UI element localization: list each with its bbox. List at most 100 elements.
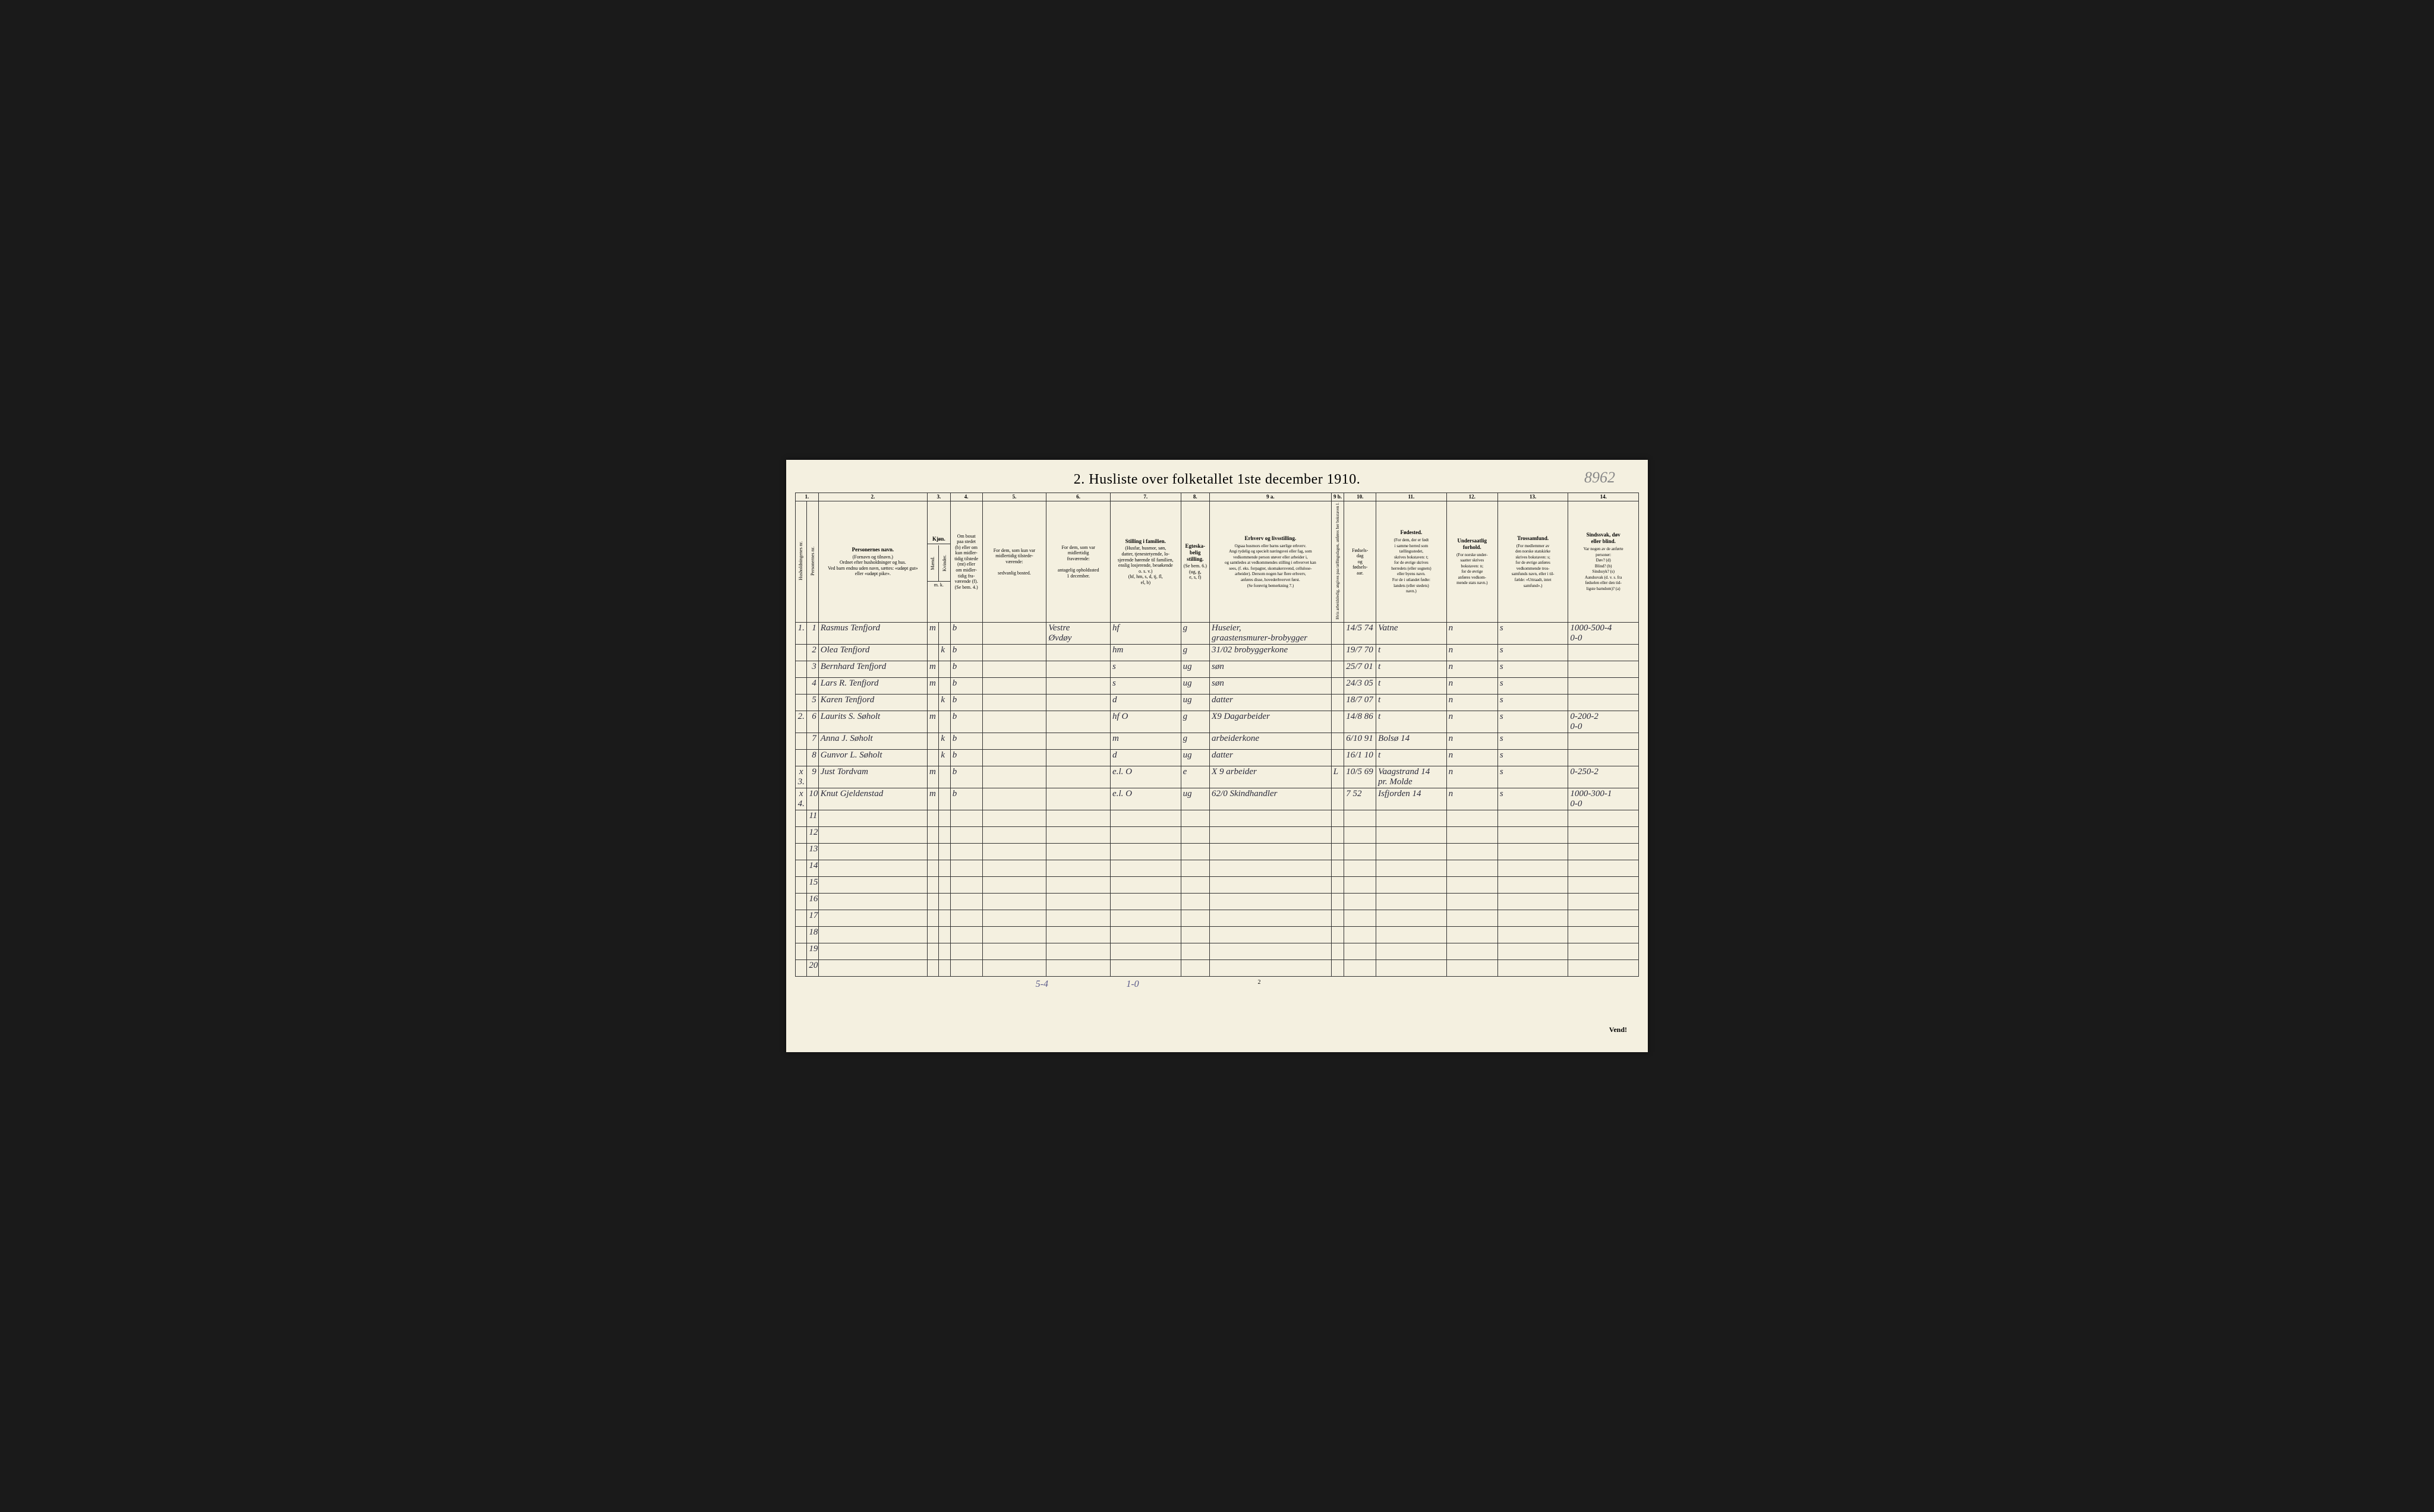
empty-cell <box>1376 810 1447 827</box>
header-occupation-sub: Ogsaa husmors eller barns særlige erhver… <box>1225 544 1316 588</box>
person-num: 3 <box>807 661 818 678</box>
empty-cell <box>950 860 982 877</box>
cell-unemployed: L <box>1331 766 1344 788</box>
header-person-nr: Personernes nr. <box>807 501 818 622</box>
cell-occupation: Huseier, graastensmurer-brobygger <box>1210 623 1332 645</box>
table-row-empty: 14 <box>796 860 1639 877</box>
cell-temp-present <box>982 678 1046 695</box>
cell-nationality: n <box>1446 645 1497 661</box>
empty-cell <box>1376 894 1447 910</box>
empty-cell <box>982 860 1046 877</box>
empty-cell <box>1344 844 1376 860</box>
cell-religion: s <box>1497 661 1568 678</box>
household-num: 2. <box>796 711 807 733</box>
cell-dob: 16/1 10 <box>1344 750 1376 766</box>
empty-cell <box>1446 810 1497 827</box>
cell-temp-absent <box>1046 678 1111 695</box>
empty-cell <box>1046 810 1111 827</box>
empty-cell <box>939 910 950 927</box>
empty-cell <box>818 844 927 860</box>
cell-occupation: arbeiderkone <box>1210 733 1332 750</box>
cell-temp-absent <box>1046 750 1111 766</box>
empty-cell <box>1568 894 1639 910</box>
cell-dob: 7 52 <box>1344 788 1376 810</box>
empty-cell <box>1210 910 1332 927</box>
empty-cell <box>1181 910 1209 927</box>
cell-marital: g <box>1181 645 1209 661</box>
cell-marital: ug <box>1181 661 1209 678</box>
cell-family-pos: d <box>1111 695 1181 711</box>
empty-cell <box>1181 927 1209 943</box>
empty-cell <box>939 943 950 960</box>
household-num <box>796 645 807 661</box>
cell-religion: s <box>1497 645 1568 661</box>
census-table: 1. 2. 3. 4. 5. 6. 7. 8. 9 a. 9 b. 10. 11… <box>795 493 1639 977</box>
cell-occupation: datter <box>1210 750 1332 766</box>
empty-cell <box>950 877 982 894</box>
empty-cell <box>1446 844 1497 860</box>
header-name: Personernes navn. (Fornavn og tilnavn.) … <box>818 501 927 622</box>
header-name-sub: (Fornavn og tilnavn.) Ordnet efter husho… <box>828 554 918 577</box>
empty-cell <box>1181 960 1209 977</box>
cell-occupation: X9 Dagarbeider <box>1210 711 1332 733</box>
cell-family-pos: e.l. O <box>1111 788 1181 810</box>
census-page: 2. Husliste over folketallet 1ste decemb… <box>786 460 1648 1052</box>
cell-temp-present <box>982 623 1046 645</box>
empty-cell <box>818 810 927 827</box>
empty-cell <box>1446 943 1497 960</box>
cell-religion: s <box>1497 750 1568 766</box>
empty-cell <box>1210 927 1332 943</box>
cell-name: Rasmus Tenfjord <box>818 623 927 645</box>
cell-residence: b <box>950 645 982 661</box>
cell-nationality: n <box>1446 678 1497 695</box>
header-household-nr-text: Husholdningenes nr. <box>798 541 804 580</box>
empty-cell <box>982 927 1046 943</box>
cell-sex-m: m <box>927 678 938 695</box>
header-temp-absent: For dem, som var midlertidig fraværende:… <box>1046 501 1111 622</box>
cell-temp-absent: Vestre Øvdøy <box>1046 623 1111 645</box>
household-num <box>796 678 807 695</box>
empty-cell <box>1111 910 1181 927</box>
table-row: 2.6Laurits S. Søholtmbhf OgX9 Dagarbeide… <box>796 711 1639 733</box>
person-num: 9 <box>807 766 818 788</box>
empty-cell <box>982 827 1046 844</box>
empty-cell <box>982 877 1046 894</box>
colnum-12: 12. <box>1446 493 1497 501</box>
cell-dob: 25/7 01 <box>1344 661 1376 678</box>
empty-cell <box>1446 927 1497 943</box>
empty-cell <box>1568 927 1639 943</box>
empty-cell <box>939 860 950 877</box>
header-birthplace: Fødested. (For dem, der er født i samme … <box>1376 501 1447 622</box>
person-num: 1 <box>807 623 818 645</box>
empty-cell <box>818 827 927 844</box>
header-sex-title: Kjøn. <box>928 535 950 544</box>
colnum-8: 8. <box>1181 493 1209 501</box>
empty-cell <box>982 844 1046 860</box>
colnum-3: 3. <box>927 493 950 501</box>
empty-cell <box>950 827 982 844</box>
empty-cell <box>1111 960 1181 977</box>
empty-cell <box>1181 860 1209 877</box>
empty-cell <box>1210 877 1332 894</box>
header-disability-sub: Var nogen av de anførte personer: Døv? (… <box>1584 547 1623 591</box>
cell-disability: 1000-500-4 0-0 <box>1568 623 1639 645</box>
cell-marital: ug <box>1181 750 1209 766</box>
cell-family-pos: d <box>1111 750 1181 766</box>
cell-unemployed <box>1331 733 1344 750</box>
household-num: x 3. <box>796 766 807 788</box>
cell-sex-m: m <box>927 661 938 678</box>
empty-cell <box>1181 827 1209 844</box>
cell-sex-m <box>927 733 938 750</box>
footer-notes: 5-4 1-0 2 <box>795 979 1639 990</box>
colnum-4: 4. <box>950 493 982 501</box>
table-row-empty: 20 <box>796 960 1639 977</box>
empty-cell <box>1210 860 1332 877</box>
empty-cell: 11 <box>807 810 818 827</box>
empty-cell <box>1568 960 1639 977</box>
cell-unemployed <box>1331 695 1344 711</box>
empty-cell <box>1181 844 1209 860</box>
table-row-empty: 11 <box>796 810 1639 827</box>
empty-cell <box>950 844 982 860</box>
cell-dob: 14/8 86 <box>1344 711 1376 733</box>
empty-cell <box>796 943 807 960</box>
